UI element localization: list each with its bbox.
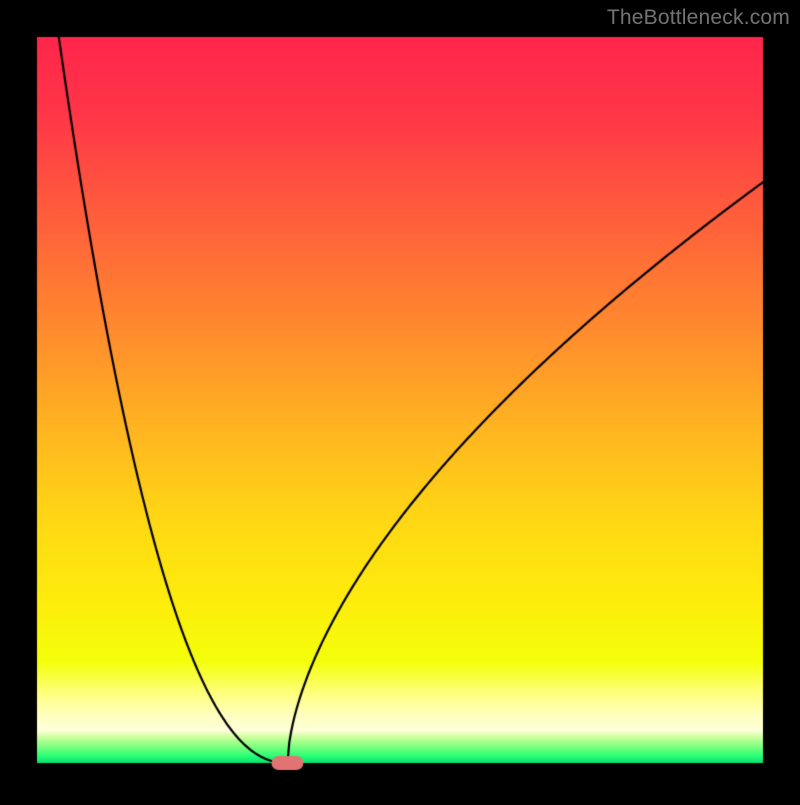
chart-container [0, 0, 800, 800]
watermark-text: TheBottleneck.com [607, 6, 790, 30]
bottleneck-chart-canvas [0, 0, 800, 800]
